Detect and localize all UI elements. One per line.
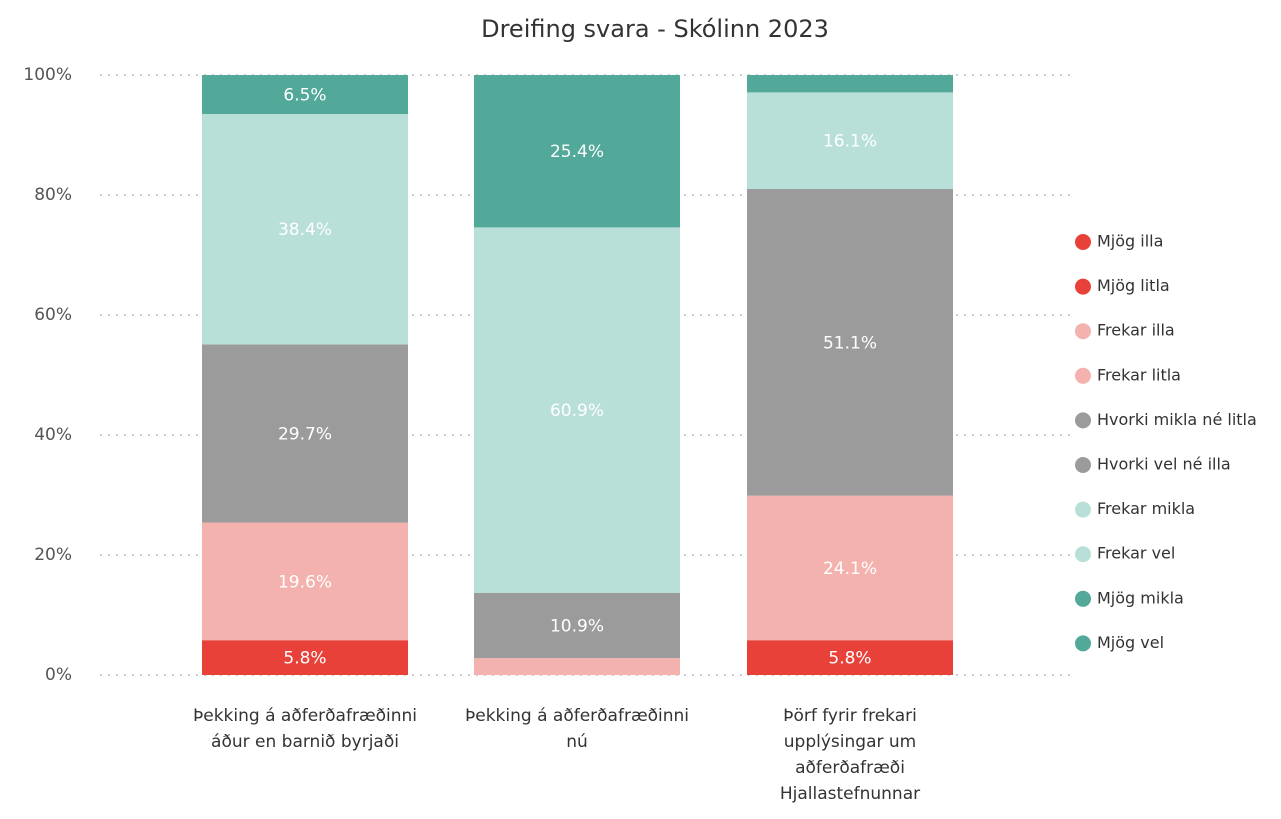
- bar-segment: [474, 658, 680, 675]
- value-label: 38.4%: [278, 220, 332, 240]
- bar-segment: [747, 92, 953, 189]
- bar-segment: [474, 75, 680, 228]
- value-label: 51.1%: [823, 333, 877, 353]
- legend-marker: [1075, 590, 1091, 607]
- legend-label: Hvorki mikla né litla: [1097, 410, 1257, 429]
- legend-marker: [1075, 278, 1091, 295]
- bar-segment: [747, 640, 953, 675]
- legend-label: Frekar illa: [1097, 321, 1175, 340]
- value-label: 25.4%: [550, 142, 604, 162]
- x-tick-label: Þörf fyrir frekari upplýsingar um aðferð…: [779, 706, 921, 804]
- legend-label: Mjög vel: [1097, 633, 1164, 652]
- y-tick-label: 80%: [34, 185, 72, 205]
- legend-marker: [1075, 234, 1091, 250]
- bar-segment: [747, 75, 953, 93]
- bar-segment: [202, 75, 408, 114]
- legend-marker: [1075, 635, 1091, 652]
- legend-marker: [1075, 546, 1091, 563]
- legend-label: Frekar litla: [1097, 365, 1181, 384]
- chart-title: Dreifing svara - Skólinn 2023: [481, 15, 829, 43]
- y-tick-label: 100%: [23, 65, 72, 85]
- bar-segment: [474, 227, 680, 593]
- legend-marker: [1075, 457, 1091, 473]
- bar-segment: [202, 114, 408, 345]
- y-tick-label: 20%: [34, 545, 72, 565]
- bar-segment: [202, 640, 408, 675]
- value-label: 6.5%: [283, 86, 326, 106]
- value-label: 10.9%: [550, 617, 604, 637]
- legend-label: Hvorki vel né illa: [1097, 455, 1231, 474]
- value-label: 19.6%: [278, 572, 332, 592]
- legend-label: Mjög illa: [1097, 232, 1163, 251]
- legend-marker: [1075, 501, 1091, 518]
- bar-segment: [202, 344, 408, 523]
- value-label: 60.9%: [550, 401, 604, 421]
- x-tick-label: Þekking á aðferðafræðinni nú: [464, 706, 690, 752]
- legend-label: Mjög litla: [1097, 276, 1170, 295]
- legend-marker: [1075, 367, 1091, 384]
- bar-segment: [747, 189, 953, 496]
- legend-label: Mjög mikla: [1097, 588, 1184, 607]
- value-label: 16.1%: [823, 132, 877, 152]
- bar-segment: [202, 522, 408, 641]
- legend-label: Frekar vel: [1097, 544, 1175, 563]
- value-label: 29.7%: [278, 425, 332, 445]
- value-label: 5.8%: [283, 649, 326, 669]
- value-label: 24.1%: [823, 559, 877, 579]
- bar-segment: [747, 495, 953, 641]
- legend-marker: [1075, 412, 1091, 429]
- value-label: 5.8%: [828, 649, 871, 669]
- y-tick-label: 40%: [34, 425, 72, 445]
- legend-marker: [1075, 323, 1091, 340]
- y-tick-label: 0%: [45, 665, 72, 685]
- y-tick-label: 60%: [34, 305, 72, 325]
- bar-segment: [474, 592, 680, 659]
- legend-label: Frekar mikla: [1097, 499, 1195, 518]
- x-tick-label: Þekking á aðferðafræðinni áður en barnið…: [192, 706, 418, 752]
